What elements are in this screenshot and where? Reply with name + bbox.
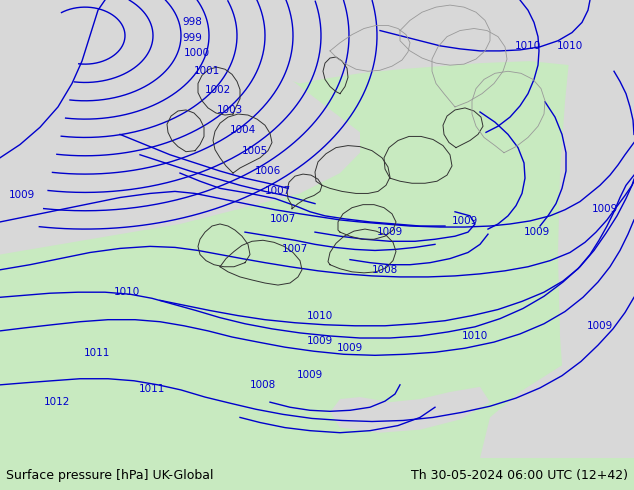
Text: 1010: 1010 bbox=[515, 41, 541, 51]
Text: 1010: 1010 bbox=[307, 311, 333, 320]
Polygon shape bbox=[480, 336, 634, 458]
Text: 999: 999 bbox=[182, 33, 202, 43]
Text: 1003: 1003 bbox=[217, 105, 243, 115]
Text: 1001: 1001 bbox=[194, 66, 220, 76]
Text: 1004: 1004 bbox=[230, 125, 256, 135]
Text: 1009: 1009 bbox=[377, 227, 403, 237]
Text: 1007: 1007 bbox=[282, 245, 308, 254]
Text: 1008: 1008 bbox=[372, 265, 398, 275]
Text: 1005: 1005 bbox=[242, 146, 268, 156]
Text: 1010: 1010 bbox=[557, 41, 583, 51]
Text: 1002: 1002 bbox=[205, 85, 231, 95]
Text: 1009: 1009 bbox=[452, 216, 478, 226]
Text: 1010: 1010 bbox=[462, 331, 488, 341]
Polygon shape bbox=[330, 387, 490, 433]
Polygon shape bbox=[0, 0, 360, 254]
Text: 1009: 1009 bbox=[587, 321, 613, 331]
Text: Th 30-05-2024 06:00 UTC (12+42): Th 30-05-2024 06:00 UTC (12+42) bbox=[411, 469, 628, 482]
Text: 1006: 1006 bbox=[255, 166, 281, 176]
Text: 1009: 1009 bbox=[297, 369, 323, 380]
Text: 1007: 1007 bbox=[265, 186, 291, 196]
Text: 1009: 1009 bbox=[337, 343, 363, 353]
Text: 1009: 1009 bbox=[9, 191, 35, 200]
Text: 1000: 1000 bbox=[184, 48, 210, 58]
Polygon shape bbox=[0, 0, 634, 83]
Text: 1009: 1009 bbox=[307, 336, 333, 346]
Text: 1009: 1009 bbox=[592, 204, 618, 214]
Text: 1011: 1011 bbox=[139, 384, 165, 394]
Polygon shape bbox=[558, 0, 634, 458]
Text: 1010: 1010 bbox=[114, 287, 140, 297]
Text: Surface pressure [hPa] UK-Global: Surface pressure [hPa] UK-Global bbox=[6, 469, 214, 482]
Text: 1007: 1007 bbox=[270, 214, 296, 224]
Text: 998: 998 bbox=[182, 18, 202, 27]
Text: 1008: 1008 bbox=[250, 380, 276, 390]
Text: 1009: 1009 bbox=[524, 227, 550, 237]
Text: 1011: 1011 bbox=[84, 348, 110, 358]
Text: 1012: 1012 bbox=[44, 397, 70, 407]
